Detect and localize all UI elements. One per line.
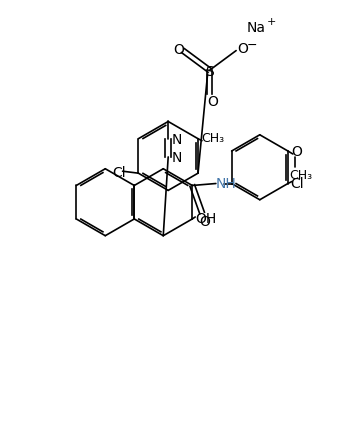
Text: O: O <box>291 145 302 159</box>
Text: S: S <box>206 65 214 79</box>
Text: O: O <box>173 43 184 57</box>
Text: NH: NH <box>216 177 237 191</box>
Text: O: O <box>208 95 219 109</box>
Text: N: N <box>171 133 181 147</box>
Text: O: O <box>237 42 248 56</box>
Text: N: N <box>171 151 181 165</box>
Text: CH₃: CH₃ <box>289 169 312 182</box>
Text: Cl: Cl <box>290 177 303 191</box>
Text: −: − <box>247 39 257 52</box>
Text: Cl: Cl <box>113 166 126 180</box>
Text: O: O <box>199 215 210 229</box>
Text: +: + <box>267 17 276 27</box>
Text: OH: OH <box>195 212 216 226</box>
Text: CH₃: CH₃ <box>201 132 224 145</box>
Text: Na: Na <box>247 21 266 35</box>
